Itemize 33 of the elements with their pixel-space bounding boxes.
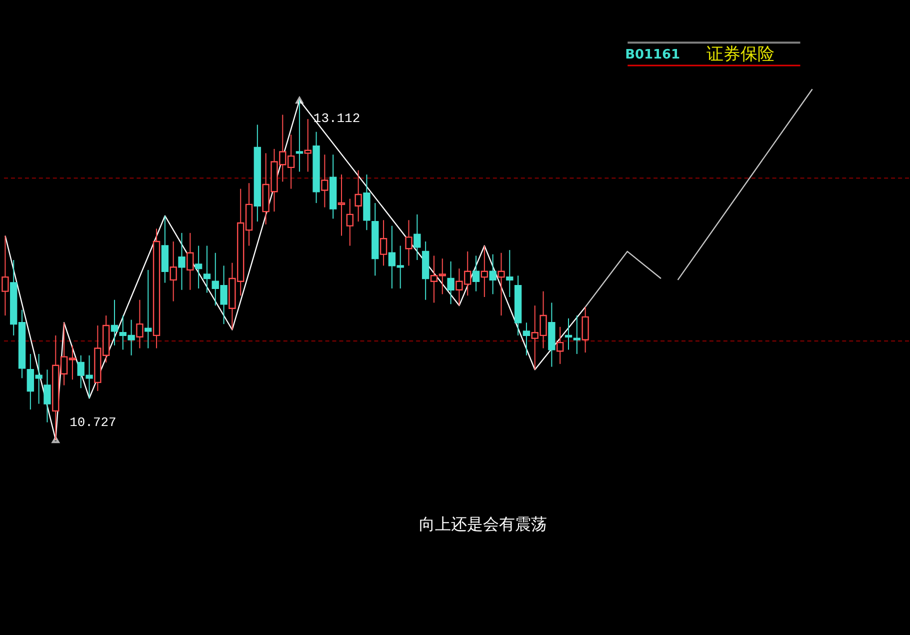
candlestick (498, 252, 505, 316)
annotation: 向上还是会有震荡 (418, 514, 547, 534)
candlestick (186, 232, 194, 290)
candlestick (44, 369, 51, 423)
candlestick (346, 198, 354, 246)
candlestick (203, 245, 211, 294)
annotation: 证券保险 (706, 44, 774, 64)
candlestick (178, 232, 186, 290)
candlestick (354, 170, 362, 222)
candlestick (194, 245, 202, 289)
candlestick (472, 255, 480, 292)
candlestick (304, 118, 312, 172)
candlestick (582, 306, 589, 354)
candlestick (447, 260, 454, 305)
candlestick (170, 240, 177, 302)
candlestick (564, 318, 572, 350)
candlestick (136, 299, 144, 349)
candlestick (522, 322, 530, 356)
candlestick (573, 315, 580, 354)
candlestick (321, 154, 328, 208)
candlestick (480, 245, 488, 298)
candlestick (489, 254, 496, 295)
candlestick (380, 220, 388, 266)
annotation: B01161 (625, 48, 680, 63)
candlestick (405, 220, 412, 266)
candlestick (110, 299, 118, 346)
annotation: 13.112 (313, 111, 360, 126)
annotation: 10.727 (70, 414, 116, 430)
candlestick (506, 250, 514, 298)
candlestick (414, 214, 421, 260)
candlestick (338, 174, 346, 236)
candlestick (556, 326, 564, 364)
candlestick (144, 269, 152, 349)
